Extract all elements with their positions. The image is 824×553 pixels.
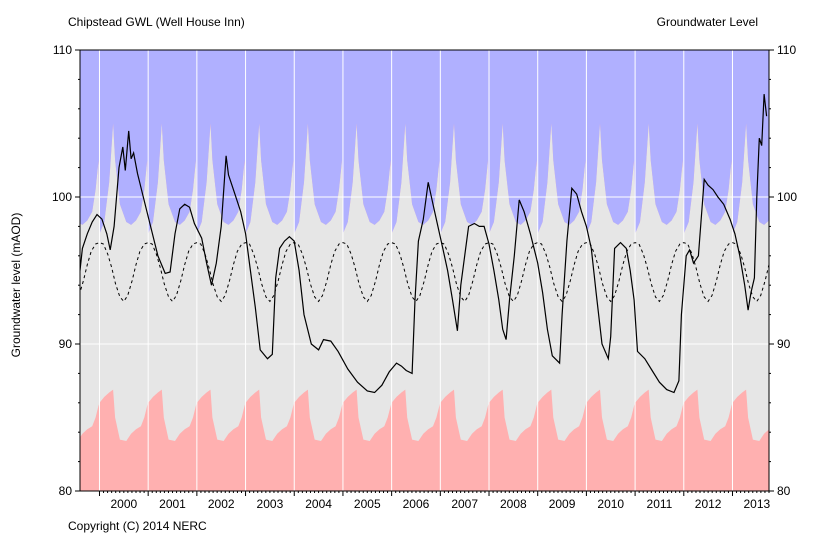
y-axis-label: Groundwater level (mAOD) xyxy=(9,212,23,358)
x-tick-label: 2007 xyxy=(451,497,478,511)
x-tick-label: 2010 xyxy=(597,497,624,511)
x-tick-label: 2003 xyxy=(257,497,284,511)
x-tick-label: 2012 xyxy=(695,497,722,511)
x-tick-label: 2008 xyxy=(500,497,527,511)
x-tick-label: 2002 xyxy=(208,497,235,511)
y-tick-label-right: 90 xyxy=(777,337,791,351)
x-tick-label: 2000 xyxy=(110,497,137,511)
y-tick-label-left: 100 xyxy=(52,190,72,204)
x-tick-label: 2011 xyxy=(647,497,673,511)
station-title: Chipstead GWL (Well House Inn) xyxy=(68,15,245,29)
y-tick-label-right: 110 xyxy=(777,43,796,57)
y-tick-label-right: 100 xyxy=(777,190,797,204)
normal-range-band xyxy=(80,123,769,441)
x-tick-label: 2001 xyxy=(159,497,186,511)
y-tick-label-left: 90 xyxy=(59,337,73,351)
x-tick-label: 2005 xyxy=(354,497,381,511)
x-tick-label: 2009 xyxy=(549,497,576,511)
mean-level-line xyxy=(80,242,769,303)
x-tick-label: 2004 xyxy=(305,497,332,511)
y-tick-label-left: 80 xyxy=(59,484,73,498)
measure-title: Groundwater Level xyxy=(656,15,758,29)
above-normal-band xyxy=(80,50,769,234)
observed-level-line xyxy=(80,94,768,394)
y-tick-label-left: 110 xyxy=(53,43,72,57)
x-tick-label: 2006 xyxy=(403,497,430,511)
y-tick-label-right: 80 xyxy=(777,484,791,498)
copyright: Copyright (C) 2014 NERC xyxy=(68,519,207,533)
x-tick-label: 2013 xyxy=(743,497,770,511)
